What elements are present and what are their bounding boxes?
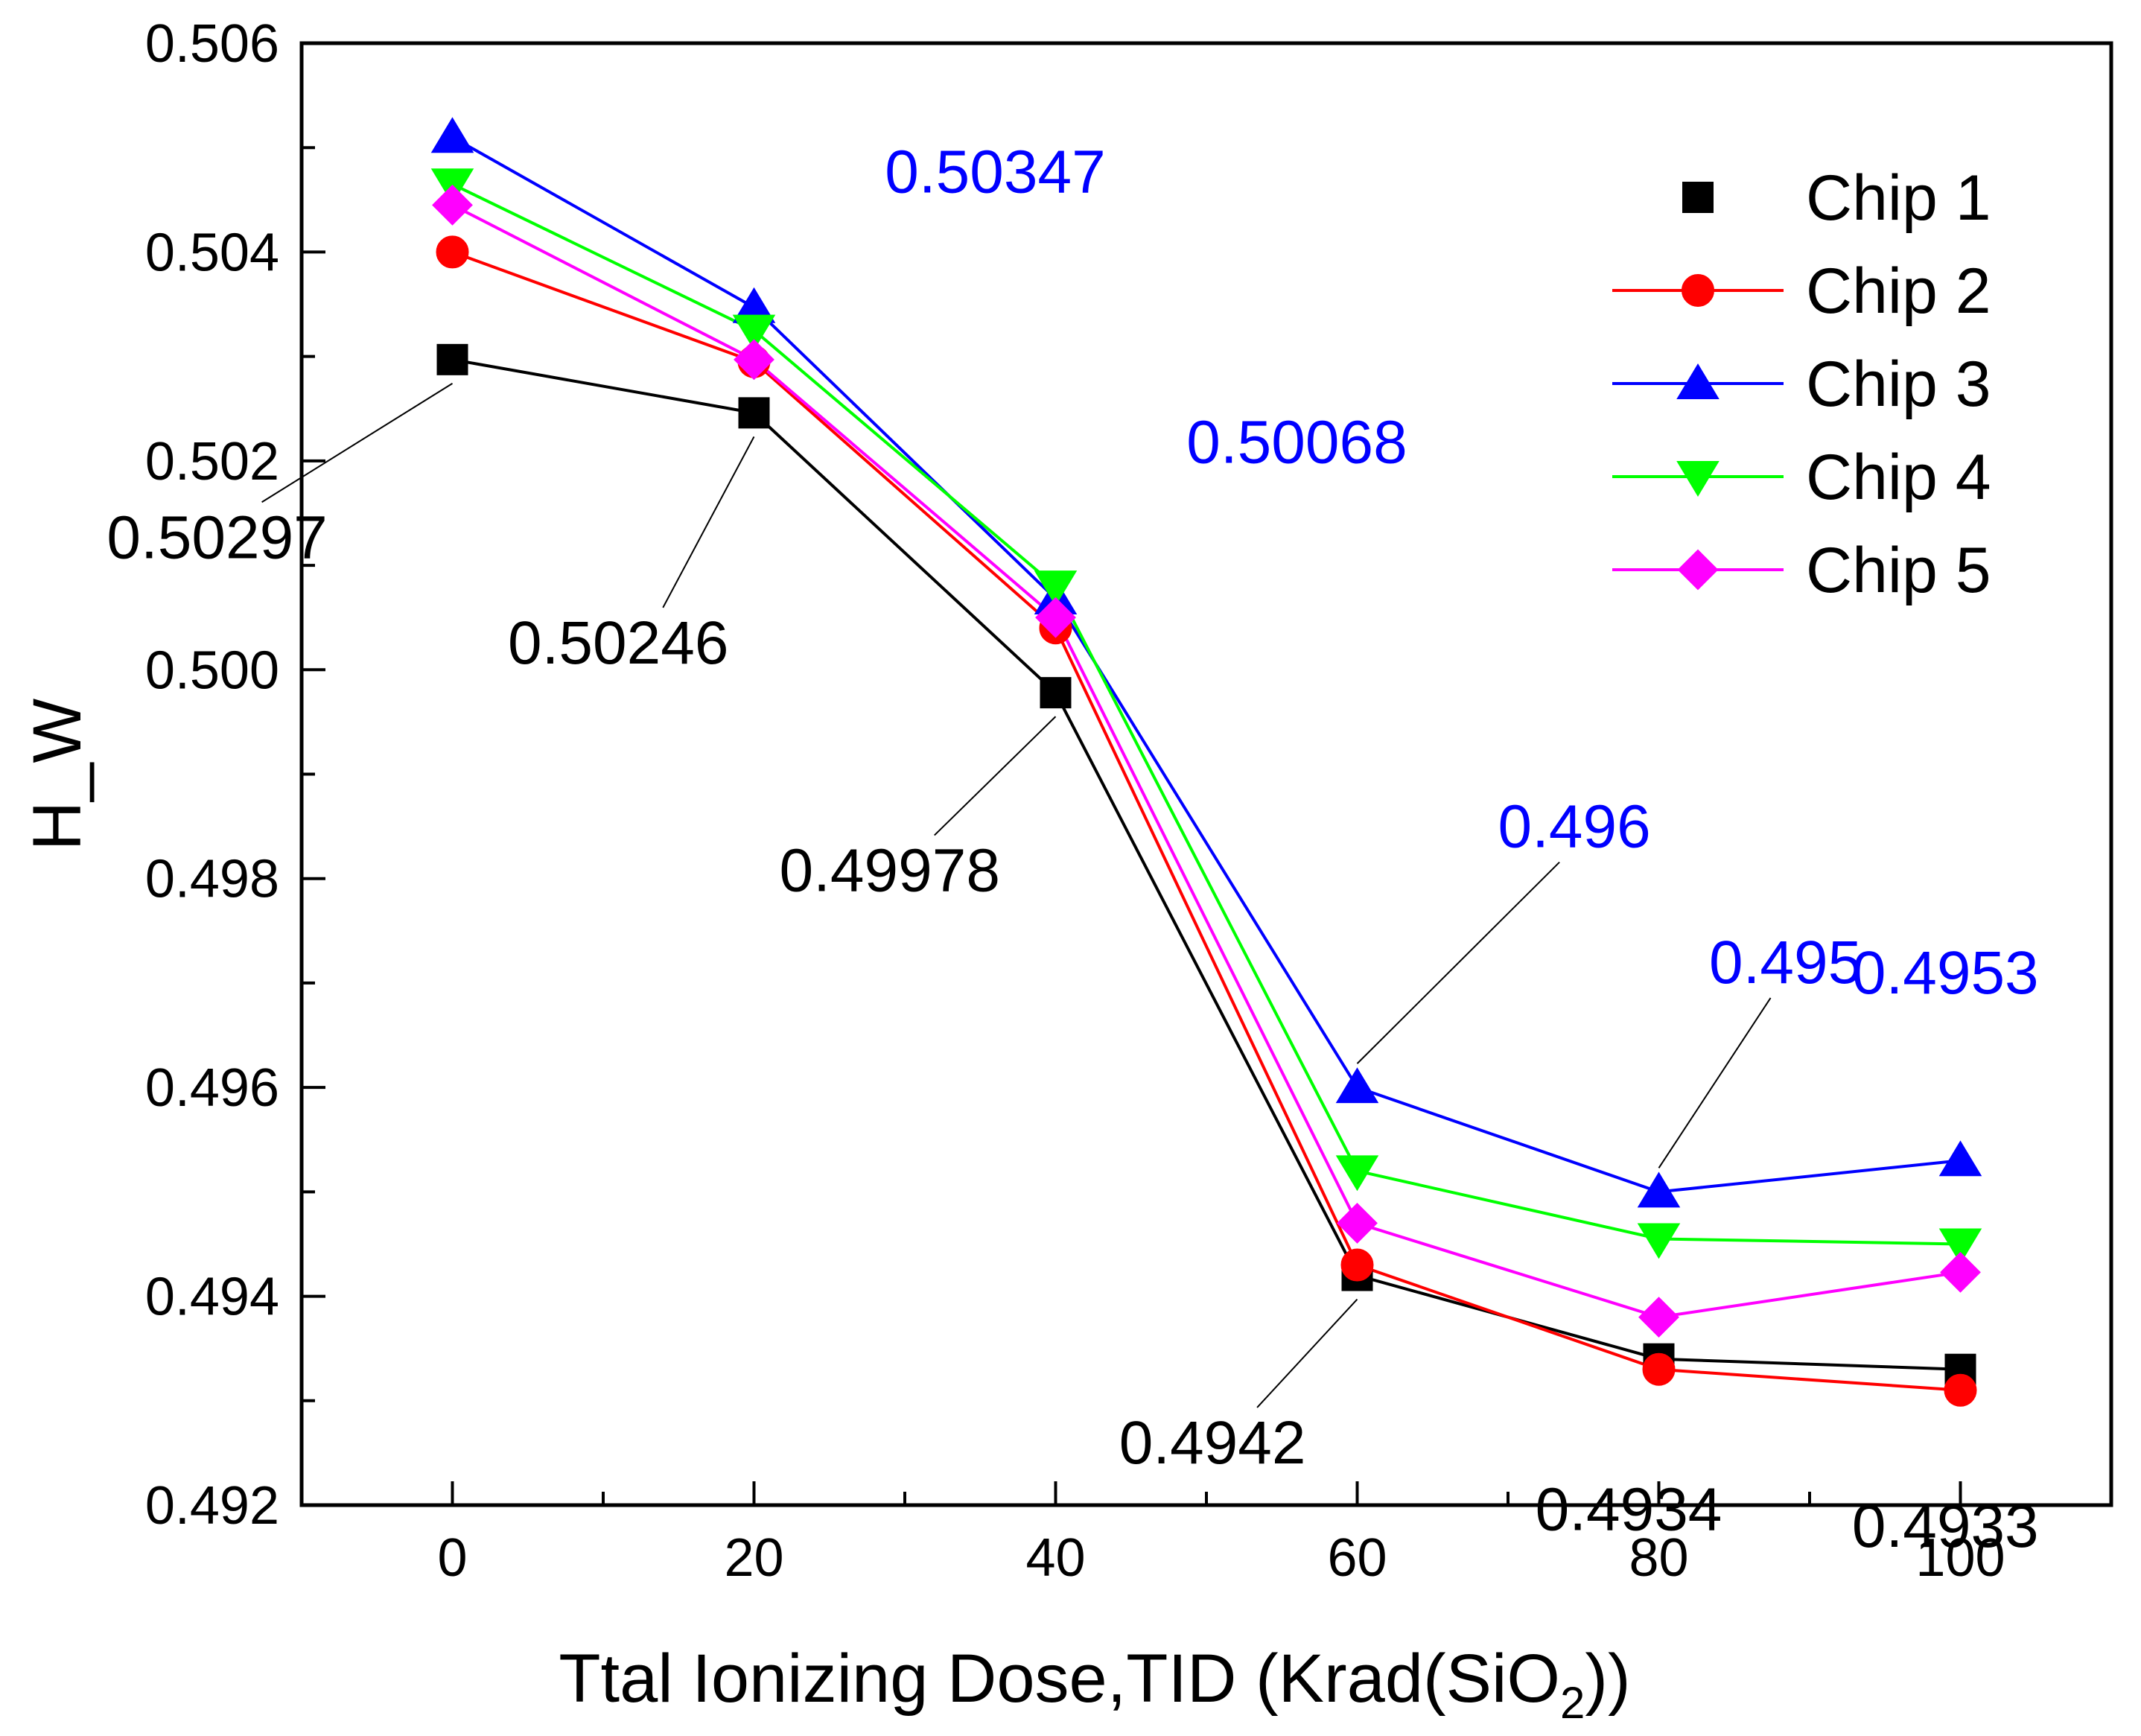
y-tick-label: 0.502 <box>145 432 279 492</box>
annotation-leader <box>1658 997 1772 1169</box>
data-point-chip-5 <box>1940 1251 1981 1293</box>
data-label: 0.495 <box>1709 929 1862 996</box>
x-tick-label: 80 <box>1629 1528 1688 1588</box>
y-tick-label: 0.500 <box>145 640 279 700</box>
y-tick-label: 0.506 <box>145 14 279 74</box>
series-line-chip-4 <box>451 182 1961 1246</box>
series-line-chip-1 <box>452 357 1961 1371</box>
annotation-leader <box>1356 861 1560 1064</box>
series-line-chip-3 <box>451 136 1961 1194</box>
series-line-chip-2 <box>451 250 1961 1392</box>
x-tick-label: 100 <box>1915 1528 2005 1588</box>
data-point-chip-4 <box>1034 570 1078 607</box>
x-tick-label: 20 <box>724 1528 783 1588</box>
data-label: 0.4942 <box>1119 1409 1306 1477</box>
data-label: 0.4933 <box>1852 1492 2039 1560</box>
x-axis-label-tail: )) <box>1585 1641 1630 1717</box>
y-axis-label: H_W <box>19 699 95 851</box>
x-axis-label-subscript: 2 <box>1560 1678 1585 1728</box>
x-tick-labels: 0 20 40 60 80 100 <box>437 1528 2005 1588</box>
y-tick-label: 0.498 <box>145 850 279 909</box>
y-tick-label: 0.494 <box>145 1268 279 1327</box>
data-point-chip-5 <box>1638 1297 1679 1338</box>
data-label: 0.4934 <box>1536 1476 1722 1544</box>
data-point-chip-2 <box>1642 1352 1676 1386</box>
y-tick-label: 0.492 <box>145 1476 279 1536</box>
legend-marker-triangle-down <box>1676 461 1720 497</box>
legend-label: Chip 1 <box>1806 162 1991 234</box>
data-point-chip-2 <box>1340 1248 1374 1282</box>
legend-marker-diamond <box>1677 549 1719 591</box>
data-label: 0.50246 <box>508 609 728 677</box>
data-label: 0.49978 <box>780 837 1000 905</box>
annotation-leader <box>934 716 1057 836</box>
data-point-chip-4 <box>1637 1223 1681 1259</box>
data-point-chip-5 <box>1337 1203 1378 1244</box>
data-point-chip-3 <box>430 117 474 153</box>
legend-label: Chip 4 <box>1806 442 1991 513</box>
legend-marker-circle <box>1682 274 1714 307</box>
series-lines <box>451 136 1961 1392</box>
data-point-chip-3 <box>1335 1067 1379 1104</box>
x-tick-label: 40 <box>1025 1528 1085 1588</box>
y-tick-labels: 0.492 0.494 0.496 0.498 0.500 0.502 0.504 0.506 <box>145 14 279 1536</box>
data-label: 0.5051 <box>480 0 667 4</box>
data-label: 0.496 <box>1498 793 1650 861</box>
annotation-leader <box>1256 1298 1358 1408</box>
y-tick-label: 0.504 <box>145 223 279 282</box>
data-point-chip-4 <box>1335 1155 1379 1192</box>
x-tick-label: 0 <box>437 1528 467 1588</box>
data-point-chip-3 <box>1637 1171 1681 1208</box>
data-point-chip-5 <box>432 184 473 226</box>
data-point-chip-4 <box>732 314 776 351</box>
legend-label: Chip 3 <box>1806 349 1991 420</box>
data-label: 0.50068 <box>1186 409 1407 477</box>
annotation-leader <box>662 436 755 608</box>
legend: Chip 1 Chip 2 Chip 3 Chip 4 Chip 5 <box>1612 162 1991 606</box>
legend-label: Chip 5 <box>1806 535 1991 606</box>
x-tick-label: 60 <box>1327 1528 1387 1588</box>
series-markers <box>430 117 1982 1407</box>
series-line-chip-5 <box>451 203 1961 1319</box>
legend-marker-triangle-up <box>1676 363 1720 399</box>
data-point-chip-2 <box>436 235 469 269</box>
legend-marker-square <box>1682 182 1714 213</box>
data-point-chip-5 <box>734 339 774 381</box>
legend-label: Chip 2 <box>1806 255 1991 327</box>
data-point-chip-1 <box>738 397 770 429</box>
x-axis-label: Ttal Ionizing Dose,TID (Krad(SiO2)) <box>559 1641 1630 1728</box>
data-point-chip-5 <box>1035 597 1076 638</box>
y-tick-label: 0.496 <box>145 1058 279 1118</box>
data-point-chip-3 <box>1938 1140 1982 1177</box>
data-label: 0.4953 <box>1852 939 2039 1007</box>
data-point-chip-4 <box>1938 1228 1982 1265</box>
data-point-chip-2 <box>1944 1373 1977 1407</box>
data-label: 0.50297 <box>106 503 327 571</box>
data-point-chip-1 <box>1040 677 1072 709</box>
data-point-chip-1 <box>436 343 468 375</box>
axis-ticks <box>302 42 1962 1507</box>
x-axis-label-main: Ttal Ionizing Dose,TID (Krad(SiO <box>559 1641 1560 1717</box>
data-label: 0.50347 <box>885 139 1105 206</box>
annotation-leader <box>261 383 454 503</box>
